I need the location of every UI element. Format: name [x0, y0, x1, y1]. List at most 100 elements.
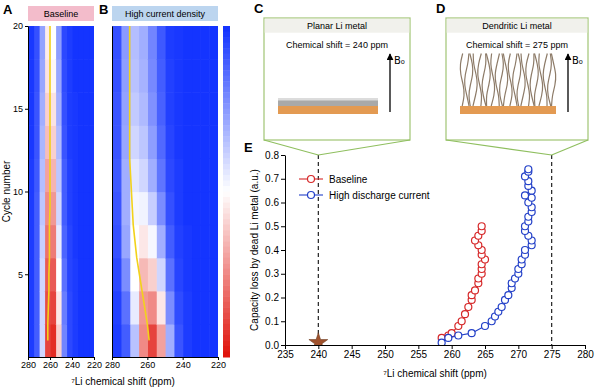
- heatmap-cell: [39, 158, 45, 192]
- tick-mark: [281, 155, 285, 156]
- colorbar-swatch: [223, 214, 230, 220]
- colorbar-swatch: [223, 169, 230, 175]
- heatmap-cell: [61, 225, 67, 259]
- heatmap-cell: [121, 158, 130, 192]
- colorbar-swatch: [223, 296, 230, 302]
- heatmap-cell: [156, 125, 165, 159]
- heatmap-cell: [50, 291, 56, 325]
- data-point: [525, 166, 532, 173]
- heatmap-cell: [34, 324, 40, 357]
- field-arrow: [567, 54, 568, 112]
- heatmap-cell: [121, 92, 130, 126]
- heatmap-cell: [89, 158, 95, 192]
- heatmap-cell: [192, 225, 201, 259]
- heatmap-cell: [209, 59, 218, 93]
- heatmap-cell: [89, 225, 95, 259]
- tick-label: 265: [477, 349, 494, 360]
- heatmap-cell: [61, 59, 67, 93]
- heatmap-cell: [156, 26, 165, 60]
- heatmap-cell: [56, 225, 62, 259]
- tick: 0.4: [265, 245, 285, 256]
- dendrite: [469, 54, 473, 107]
- heatmap-cell: [34, 225, 40, 259]
- li-substrate: [278, 106, 378, 114]
- data-point: [505, 292, 512, 299]
- heatmap-cell: [72, 92, 78, 126]
- heatmap-cell: [78, 125, 84, 159]
- tick: 240: [65, 357, 80, 370]
- heatmap-cell: [156, 158, 165, 192]
- dendrite: [517, 54, 521, 107]
- tick: 10: [13, 187, 28, 197]
- colorbar-swatch: [223, 120, 230, 126]
- heatmap-cell: [139, 26, 148, 60]
- colorbar-swatch: [223, 263, 230, 269]
- colorbar-swatch: [223, 269, 230, 275]
- heatmap-cell: [112, 192, 121, 226]
- dendrite: [539, 54, 543, 107]
- heatmap-cell: [56, 324, 62, 357]
- tick: 0.2: [265, 292, 285, 303]
- heatmap-cell: [112, 26, 121, 60]
- heatmap-cell: [183, 158, 192, 192]
- heatmap-cell: [61, 92, 67, 126]
- tick-mark: [281, 179, 285, 180]
- tick: 0.7: [265, 173, 285, 184]
- field-label: B₀: [572, 55, 583, 66]
- colorbar-swatch: [223, 87, 230, 93]
- tick: 0.3: [265, 268, 285, 279]
- data-point: [455, 332, 462, 339]
- heatmap-cell: [34, 291, 40, 325]
- x-axis-title: ⁷Li chemical shift (ppm): [383, 368, 487, 379]
- heatmap-cell: [200, 192, 209, 226]
- heatmap-cell: [147, 192, 156, 226]
- dendrite: [543, 54, 547, 107]
- heatmap-cell: [78, 192, 84, 226]
- heatmap-cell: [89, 291, 95, 325]
- heatmap-cell: [67, 225, 73, 259]
- heatmap-cell: [139, 225, 148, 259]
- dendrite: [482, 54, 486, 107]
- tick-mark: [281, 226, 285, 227]
- tick-label: 240: [310, 349, 327, 360]
- tick: 265: [477, 345, 494, 360]
- reference-line: [318, 155, 319, 345]
- heatmap-cell: [165, 26, 174, 60]
- colorbar-swatch: [223, 164, 230, 170]
- heatmap-cell: [61, 158, 67, 192]
- peak-line: [130, 26, 149, 340]
- tick-label: 280: [577, 349, 594, 360]
- x-axis-line: [113, 357, 219, 358]
- heatmap-cell: [192, 125, 201, 159]
- colorbar-swatch: [223, 81, 230, 87]
- tick: 280: [105, 357, 120, 370]
- heatmap-cell: [121, 225, 130, 259]
- panel-title: High current density: [125, 9, 206, 19]
- li-substrate: [460, 106, 556, 114]
- legend-label: High discharge current: [329, 190, 430, 201]
- heatmap-cell: [156, 92, 165, 126]
- tick-label: 0.2: [265, 292, 279, 303]
- tick-mark: [281, 321, 285, 322]
- tick: 0.5: [265, 221, 285, 232]
- heatmap-cell: [130, 324, 139, 357]
- heatmap-cell: [50, 258, 56, 292]
- panel-title: Baseline: [44, 9, 79, 19]
- heatmap-cell: [39, 92, 45, 126]
- heatmap-cell: [165, 291, 174, 325]
- heatmap-cell: [156, 192, 165, 226]
- tick: 220: [211, 357, 226, 370]
- colorbar-swatch: [223, 203, 230, 209]
- series-line: [442, 169, 532, 342]
- heatmap-cell: [156, 324, 165, 357]
- scatter-panel: 2352402452502552602652702752800.00.10.20…: [244, 140, 594, 379]
- x-axis: 235240245250255260265270275280: [277, 345, 594, 360]
- colorbar-swatch: [223, 208, 230, 214]
- colorbar-swatch: [223, 219, 230, 225]
- heatmap-cell: [83, 258, 89, 292]
- heatmap-cell: [112, 59, 121, 93]
- tick: 0.6: [265, 197, 285, 208]
- heatmap-cell: [39, 324, 45, 357]
- colorbar-swatch: [223, 37, 230, 43]
- heatmap-cell: [67, 59, 73, 93]
